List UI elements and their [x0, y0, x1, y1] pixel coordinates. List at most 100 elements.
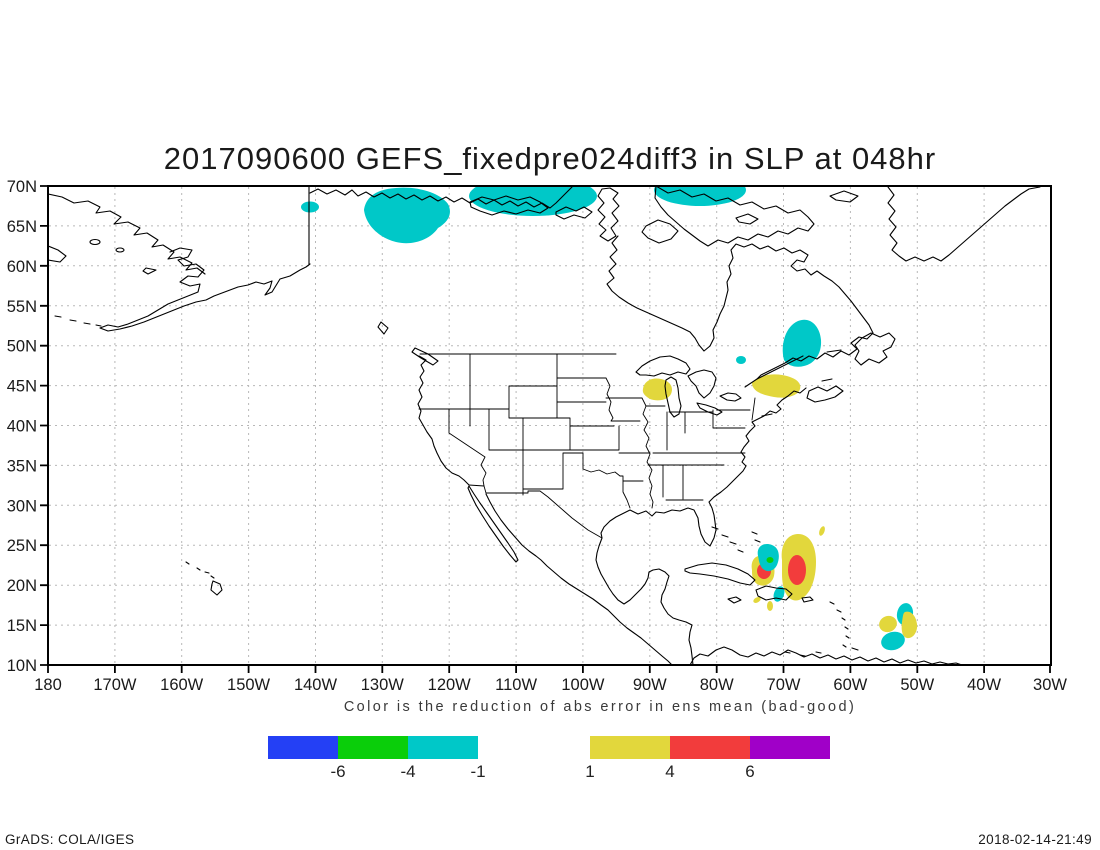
border-us-mexico [468, 484, 603, 539]
blob-yellow-wisconsin [642, 378, 672, 401]
colorbar-label-pos1: 1 [585, 762, 595, 781]
colorbar-segment-purple [750, 736, 830, 759]
lon-tick-label: 30W [1033, 676, 1067, 694]
lat-tick-label: 40N [7, 418, 37, 436]
coast-arctic-mainland [309, 187, 573, 209]
lon-tick-label: 170W [93, 676, 137, 694]
lon-tick-label: 110W [495, 676, 537, 694]
lat-tick-label: 10N [7, 657, 37, 675]
coast-gaspe [756, 355, 804, 380]
blob-yellow-carib-tail1 [753, 597, 761, 603]
blob-cyan-dot-76w48n [736, 356, 746, 364]
colorbar-caption: Color is the reduction of abs error in e… [343, 699, 857, 715]
lon-tick-label: 140W [294, 676, 338, 694]
island-st-lawrence [142, 267, 157, 275]
islands-bahamas [711, 526, 761, 553]
blob-cyan-quebec [782, 319, 822, 367]
colorbar-segment-yellow [590, 736, 670, 759]
lon-tick-label: 40W [967, 676, 1001, 694]
island-jamaica [727, 596, 742, 604]
lat-tick-label: 50N [7, 338, 37, 356]
lat-tick-label: 70N [7, 178, 37, 196]
blob-red-carib-egg-core [788, 555, 806, 585]
state-borders [418, 353, 756, 539]
lat-tick-label: 35N [7, 457, 37, 475]
island-small-arctic [735, 213, 759, 225]
peninsula-boothia [597, 187, 620, 242]
colorbar-segment-cyan [408, 736, 478, 759]
lat-tick-label: 20N [7, 577, 37, 595]
blob-green-carib-core [766, 557, 774, 563]
grads-credit: GrADS: COLA/IGES [5, 832, 135, 847]
lon-tick-label: 80W [700, 676, 734, 694]
islands-hawaii [185, 561, 223, 596]
island-haida-gwaii [377, 321, 389, 335]
lon-tick-label: 70W [767, 676, 801, 694]
lat-tick-label: 55N [7, 298, 37, 316]
lon-axis-labels: 180 170W 160W 150W 140W 130W 120W 110W 1… [34, 676, 1067, 694]
colorbar-label-neg6: -6 [330, 762, 346, 781]
blob-yellow-se-left [879, 615, 897, 633]
lon-tick-label: 150W [227, 676, 271, 694]
coast-alaska [99, 247, 311, 332]
island-newfoundland [854, 332, 896, 366]
island-baffin [654, 187, 815, 247]
blob-yellow-carib-tail2 [767, 601, 773, 611]
island-puerto-rico [801, 596, 814, 603]
lake-ontario [719, 392, 742, 402]
blob-cyan-141w67n [301, 201, 319, 213]
island-southampton [641, 219, 679, 244]
lake-erie [696, 402, 723, 416]
lat-tick-label: 60N [7, 258, 37, 276]
lat-axis-labels: 70N 65N 60N 55N 50N 45N 40N 35N 30N 25N … [7, 178, 37, 675]
lat-tick-label: 65N [7, 218, 37, 236]
shaded-regions [301, 187, 918, 651]
lat-tick-label: 25N [7, 537, 37, 555]
render-timestamp: 2018-02-14-21:49 [978, 832, 1092, 847]
lon-tick-label: 50W [900, 676, 934, 694]
axis-ticks-bottom [47, 665, 1051, 673]
great-lakes [635, 355, 742, 418]
coast-siberia-south [49, 245, 67, 263]
lake-michigan [664, 376, 682, 418]
colorbar-label-neg1: -1 [470, 762, 486, 781]
island-victoria [469, 195, 549, 216]
lat-tick-label: 15N [7, 617, 37, 635]
axis-ticks-left [40, 185, 48, 666]
coast-siberia [49, 193, 206, 275]
coast-east-gulf [595, 387, 807, 664]
colorbar-label-neg4: -4 [400, 762, 416, 781]
colorbar-label-pos6: 6 [745, 762, 755, 781]
lon-tick-label: 90W [633, 676, 667, 694]
island-hispaniola [755, 585, 793, 601]
blob-yellow-tick-64w [819, 526, 825, 536]
lon-tick-label: 120W [428, 676, 472, 694]
blob-yellow-se-right [901, 611, 918, 639]
lake-huron [687, 369, 717, 399]
blob-cyan-82w [654, 187, 746, 206]
island-wrangel [89, 238, 101, 246]
coastlines [49, 187, 1041, 664]
map-frame [47, 185, 1052, 666]
island-pei [821, 378, 833, 382]
blob-yellow-newengland [752, 374, 801, 398]
coast-west [417, 355, 470, 486]
colorbar-segment-green [338, 736, 408, 759]
colorbar-segment-red [670, 736, 750, 759]
blob-cyan-126w [364, 187, 450, 244]
lon-tick-label: 60W [833, 676, 867, 694]
coast-hudson-labrador [606, 235, 874, 388]
islands-aleutian [54, 315, 102, 327]
coast-mexico-pacific [485, 493, 672, 664]
peninsula-baja [467, 485, 519, 563]
island-king-william [555, 206, 593, 220]
plot-title: 2017090600 GEFS_fixedpre024diff3 in SLP … [163, 141, 937, 176]
lon-tick-label: 130W [361, 676, 405, 694]
island-devon [829, 190, 859, 203]
islands-antilles [784, 601, 859, 657]
island-nova-scotia [806, 385, 844, 403]
island-chukchi [115, 247, 125, 253]
lake-superior [635, 355, 691, 377]
